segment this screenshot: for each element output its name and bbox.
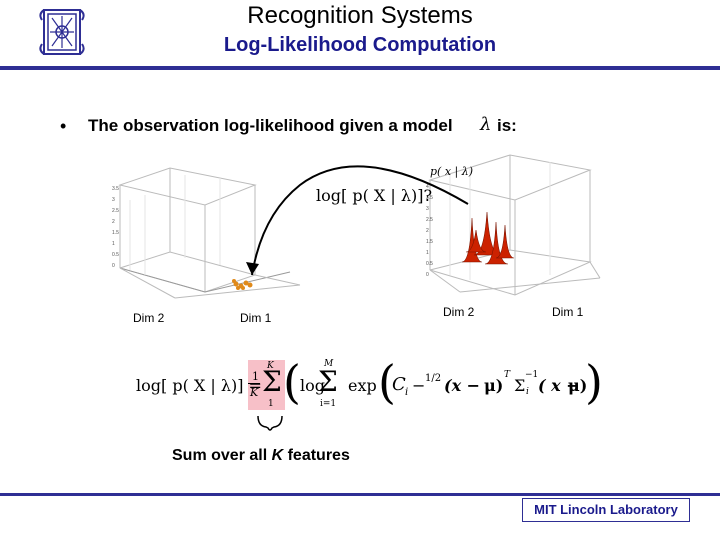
right-ticks: 4 3.5 3 2.5 2 1.5 1 0.5 0: [426, 184, 433, 278]
formula-c: C: [392, 374, 406, 395]
formula-lhs: log[ p( X | λ)] =: [136, 376, 262, 395]
sum2-sign: Σ: [318, 365, 338, 398]
svg-text:0.5: 0.5: [426, 261, 433, 267]
exp-paren-open: (: [378, 355, 396, 409]
lambda-symbol: λ: [480, 114, 492, 135]
formula-minus: −: [412, 376, 426, 395]
likelihood-formula: log[ p( X | λ)] = 1 K K Σ 1 ( log M Σ i=…: [128, 355, 603, 412]
formula-sub-i: i: [405, 387, 409, 398]
formula-transpose: T: [504, 370, 511, 380]
svg-text:0: 0: [426, 272, 429, 278]
right-axis-dim2: Dim 2: [443, 305, 475, 319]
svg-text:3.5: 3.5: [112, 186, 119, 192]
sum2-top: M: [324, 359, 334, 369]
caption-suffix: features: [283, 447, 350, 464]
sum1-bot: 1: [268, 399, 274, 409]
big-paren-close: ): [585, 355, 603, 409]
svg-text:0: 0: [112, 263, 115, 269]
formula-sub-i2: i: [526, 387, 529, 397]
svg-text:3: 3: [112, 197, 115, 203]
caption-k: K: [271, 447, 284, 464]
query-arrow: [251, 165, 469, 276]
bullet-marker: •: [60, 116, 67, 136]
formula-sigma: Σ: [514, 376, 526, 395]
lincoln-logo-icon: [39, 9, 85, 55]
footer-label: MIT Lincoln Laboratory: [522, 498, 690, 522]
gaussian-peaks: [461, 211, 515, 265]
formula-x-term: (x −: [444, 376, 481, 395]
svg-text:1: 1: [112, 241, 115, 247]
left-axis-dim2: Dim 2: [133, 311, 165, 325]
right-plot: [428, 154, 601, 296]
sum-highlight: [248, 360, 285, 410]
svg-text:1: 1: [426, 250, 429, 256]
footer-divider: [0, 493, 720, 496]
svg-text:2: 2: [426, 228, 429, 234]
slide-title: Recognition Systems: [247, 2, 473, 29]
svg-text:2: 2: [112, 219, 115, 225]
right-axis-dim1: Dim 1: [552, 305, 584, 319]
bullet-tail: is:: [497, 116, 517, 135]
sum-caption: Sum over all K features: [172, 447, 350, 465]
underbrace: [257, 415, 283, 431]
svg-text:2.5: 2.5: [112, 208, 119, 214]
frac-bar: [248, 383, 260, 384]
arrow-head-icon: [246, 262, 259, 275]
left-plot: [118, 167, 301, 299]
query-label: log[ p( X | λ)]?: [316, 186, 433, 205]
svg-text:4: 4: [426, 184, 429, 190]
formula-mu: μ): [484, 376, 504, 395]
sum2-bot: i=1: [320, 399, 337, 409]
header-divider: [0, 66, 720, 70]
formula-half: 1/2: [425, 373, 442, 384]
bullet-text: The observation log-likelihood given a m…: [88, 116, 453, 135]
frac-den: K: [250, 386, 259, 399]
left-ticks: 3.5 3 2.5 2 1.5 1 0.5 0: [112, 186, 119, 269]
svg-text:0.5: 0.5: [112, 252, 119, 258]
formula-mu2: μ): [568, 376, 588, 395]
formula-x2: ( x −: [538, 376, 580, 395]
svg-text:1.5: 1.5: [112, 230, 119, 236]
sum1-sign: Σ: [262, 365, 282, 398]
svg-text:3: 3: [426, 206, 429, 212]
frac-num: 1: [252, 370, 259, 383]
slide-subtitle: Log-Likelihood Computation: [223, 34, 497, 56]
caption-prefix: Sum over all: [172, 447, 272, 464]
svg-text:2.5: 2.5: [426, 217, 433, 223]
formula-inv: −1: [525, 370, 539, 380]
formula-exp: exp: [348, 376, 377, 395]
density-label: p( x | λ): [430, 165, 473, 178]
formula-log: log: [300, 376, 325, 395]
big-paren-open: (: [283, 355, 301, 409]
sample-points: [232, 279, 253, 290]
sum1-top: K: [267, 361, 274, 371]
svg-text:1.5: 1.5: [426, 239, 433, 245]
svg-text:3.5: 3.5: [426, 195, 433, 201]
left-axis-dim1: Dim 1: [240, 311, 272, 325]
